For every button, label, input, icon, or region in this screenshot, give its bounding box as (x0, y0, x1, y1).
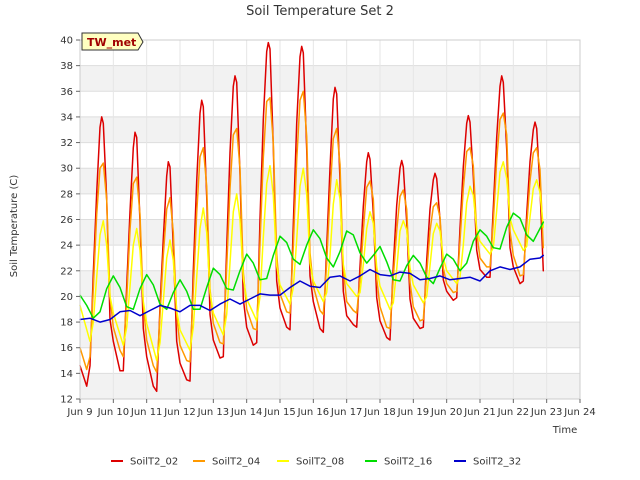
x-axis-title: Time (552, 425, 577, 436)
x-tick-label: Jun 24 (563, 407, 596, 418)
x-tick-label: Jun 18 (363, 407, 396, 418)
series-line-soilt2-32 (79, 254, 545, 323)
y-tick-label: 38 (60, 61, 73, 72)
y-tick-label: 32 (60, 138, 73, 149)
y-tick-label: 30 (60, 164, 73, 175)
plot-band (80, 91, 580, 117)
y-tick-label: 14 (60, 369, 73, 380)
x-tick-label: Jun 14 (230, 407, 263, 418)
y-tick-label: 24 (60, 241, 73, 252)
legend-label: SoilT2_32 (473, 457, 521, 468)
x-tick-label: Jun 16 (297, 407, 330, 418)
x-tick-label: Jun 17 (330, 407, 363, 418)
x-axis-ticks: Jun 9 Jun 10 Jun 11 Jun 12 Jun 13 Jun 14 Jun 1… (66, 399, 596, 418)
plot-band (80, 40, 580, 66)
x-tick-label: Jun 10 (97, 407, 130, 418)
legend-label: SoilT2_16 (384, 457, 432, 468)
x-tick-label: Jun 22 (497, 407, 530, 418)
x-tick-label: Jun 13 (197, 407, 230, 418)
plot-band (80, 65, 580, 92)
series-layer (79, 41, 545, 393)
site-label-box: TW_met (81, 32, 144, 51)
x-tick-label: Jun 12 (163, 407, 196, 418)
y-tick-label: 16 (60, 343, 73, 354)
legend-label: SoilT2_08 (296, 457, 344, 468)
y-tick-label: 36 (60, 87, 73, 98)
chart-title: Soil Temperature Set 2 (246, 4, 394, 19)
x-tick-label: Jun 19 (397, 407, 430, 418)
series-line-soilt2-16 (79, 212, 545, 319)
x-tick-label: Jun 9 (66, 407, 92, 418)
legend: SoilT2_02 SoilT2_04 SoilT2_08 SoilT2_16 Soil… (111, 457, 521, 468)
y-tick-label: 20 (60, 292, 73, 303)
y-axis-ticks: 12 14 16 18 20 22 24 26 28 30 32 34 36 38 40 (60, 36, 80, 406)
plot-band (80, 347, 580, 374)
plot-band (80, 373, 580, 399)
plot-band (80, 296, 580, 323)
plot-band (80, 270, 580, 297)
x-tick-label: Jun 23 (530, 407, 563, 418)
y-tick-label: 22 (60, 266, 73, 277)
y-tick-label: 26 (60, 215, 73, 226)
y-tick-label: 40 (60, 36, 73, 47)
y-tick-label: 18 (60, 318, 73, 329)
y-tick-label: 34 (60, 112, 73, 123)
site-label: TW_met (87, 36, 136, 49)
legend-label: SoilT2_02 (130, 457, 178, 468)
y-axis-title: Soil Temperature (C) (9, 175, 20, 278)
x-tick-label: Jun 20 (430, 407, 463, 418)
site-label-background (81, 32, 144, 51)
x-tick-label: Jun 15 (263, 407, 296, 418)
x-tick-label: Jun 21 (463, 407, 496, 418)
x-tick-label: Jun 11 (130, 407, 163, 418)
legend-label: SoilT2_04 (212, 457, 260, 468)
plot-band (80, 322, 580, 348)
y-tick-label: 12 (60, 395, 73, 406)
series-line-soilt2-08 (79, 161, 545, 362)
y-tick-label: 28 (60, 189, 73, 200)
